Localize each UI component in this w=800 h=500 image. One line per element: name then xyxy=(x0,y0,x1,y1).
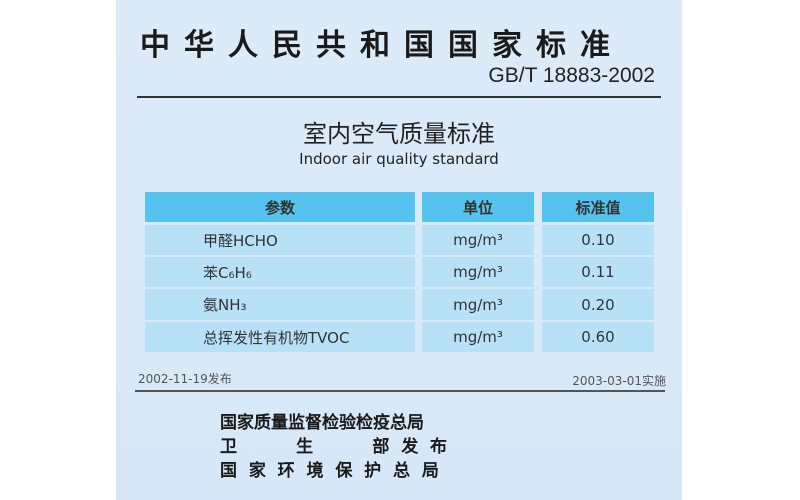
row-unit: mg/m³ xyxy=(422,257,534,287)
row-unit: mg/m³ xyxy=(422,322,534,352)
row-param: 苯C₆H₆ xyxy=(145,257,415,287)
row-value: 0.60 xyxy=(542,322,654,352)
header-value: 标准值 xyxy=(542,192,654,222)
row-param: 甲醛HCHO xyxy=(145,225,415,255)
row-value: 0.11 xyxy=(542,257,654,287)
national-standard-heading: 中华人民共和国国家标准 xyxy=(140,28,624,63)
header-unit: 单位 xyxy=(422,192,534,222)
top-divider xyxy=(137,96,661,98)
implementation-date: 2003-03-01实施 xyxy=(572,374,666,388)
document-subtitle: Indoor air quality standard xyxy=(299,150,499,168)
row-param: 总挥发性有机物TVOC xyxy=(145,322,415,352)
publisher-line: 国 家 环 境 保 护 总 局 xyxy=(220,461,439,481)
publisher-line: 卫 生 部 发 布 xyxy=(220,437,448,457)
row-unit: mg/m³ xyxy=(422,225,534,255)
bottom-divider xyxy=(135,390,665,392)
row-param: 氨NH₃ xyxy=(145,289,415,320)
row-unit: mg/m³ xyxy=(422,289,534,320)
standard-code: GB/T 18883-2002 xyxy=(488,64,655,87)
publisher-line: 国家质量监督检验检疫总局 xyxy=(220,413,424,433)
header-param: 参数 xyxy=(145,192,415,222)
document-title: 室内空气质量标准 xyxy=(303,120,495,148)
issue-date: 2002-11-19发布 xyxy=(138,372,232,386)
row-value: 0.20 xyxy=(542,289,654,320)
row-value: 0.10 xyxy=(542,225,654,255)
